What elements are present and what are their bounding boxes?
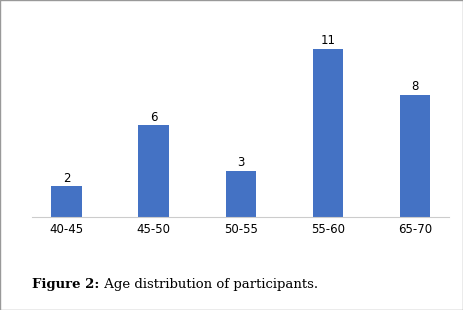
Bar xyxy=(138,126,169,217)
Bar xyxy=(313,49,343,217)
Text: 8: 8 xyxy=(411,80,419,93)
Text: 3: 3 xyxy=(237,156,244,169)
Text: Figure 2:: Figure 2: xyxy=(32,278,100,291)
Bar xyxy=(51,187,82,217)
Text: Age distribution of participants.: Age distribution of participants. xyxy=(100,278,318,291)
Text: 2: 2 xyxy=(63,172,70,185)
Text: 6: 6 xyxy=(150,111,157,124)
Text: 11: 11 xyxy=(320,34,335,47)
Bar xyxy=(400,95,430,217)
Bar xyxy=(225,171,256,217)
